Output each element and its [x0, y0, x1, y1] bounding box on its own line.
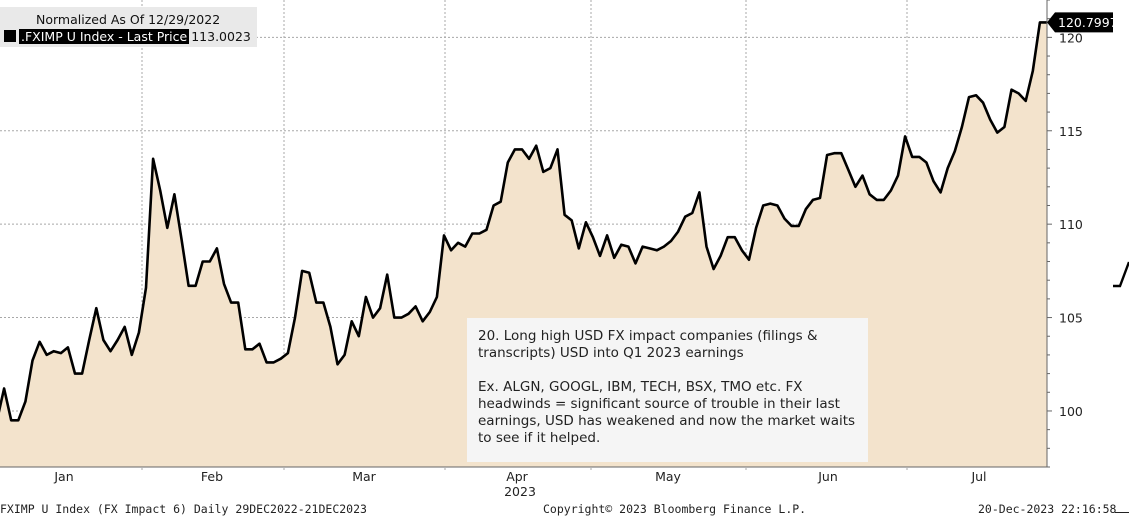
annotation-box: 20. Long high USD FX impact companies (f…	[467, 318, 868, 462]
x-tick-label-may: May	[655, 469, 681, 484]
y-axis-ticks: 100 105 110 115 120	[1047, 0, 1083, 468]
last-price-tag-background	[1047, 12, 1113, 33]
y-tick-label: 100	[1059, 404, 1083, 419]
footer-left: FXIMP U Index (FX Impact 6) Daily 29DEC2…	[0, 502, 367, 516]
normalized-label: Normalized As Of 12/29/2022	[36, 12, 221, 27]
last-price-tag-value: 120.7997	[1058, 15, 1118, 30]
last-price-tag: 120.7997	[1047, 12, 1118, 33]
x-tick-label-jan: Jan	[53, 469, 73, 484]
y-tick-label: 115	[1059, 124, 1083, 139]
footer-copyright: Copyright© 2023 Bloomberg Finance L.P.	[543, 502, 807, 516]
legend-entry: .FXIMP U Index - Last Price 113.0023	[4, 29, 251, 44]
footer-rule	[1115, 512, 1129, 513]
legend-box: Normalized As Of 12/29/2022 .FXIMP U Ind…	[0, 7, 257, 47]
legend-series-label: .FXIMP U Index - Last Price	[19, 29, 190, 44]
legend-last-value: 113.0023	[191, 29, 251, 44]
x-tick-label-apr: Apr	[506, 469, 528, 484]
x-year-label: 2023	[504, 484, 536, 499]
x-tick-label-jun: Jun	[817, 469, 838, 484]
footer-timestamp: 20-Dec-2023 22:16:58	[978, 502, 1117, 516]
legend-swatch	[4, 30, 16, 42]
y-tick-label: 110	[1059, 217, 1083, 232]
price-line	[0, 21, 1047, 422]
x-tick-label-jul: Jul	[970, 469, 986, 484]
offscreen-segment	[1113, 261, 1129, 288]
y-tick-label: 105	[1059, 311, 1083, 326]
annotation-text-2: Ex. ALGN, GOOGL, IBM, TECH, BSX, TMO etc…	[478, 379, 856, 446]
y-tick-label: 120	[1059, 30, 1083, 45]
x-tick-label-feb: Feb	[201, 469, 223, 484]
x-tick-label-mar: Mar	[352, 469, 376, 484]
annotation-text-1: 20. Long high USD FX impact companies (f…	[478, 328, 818, 361]
